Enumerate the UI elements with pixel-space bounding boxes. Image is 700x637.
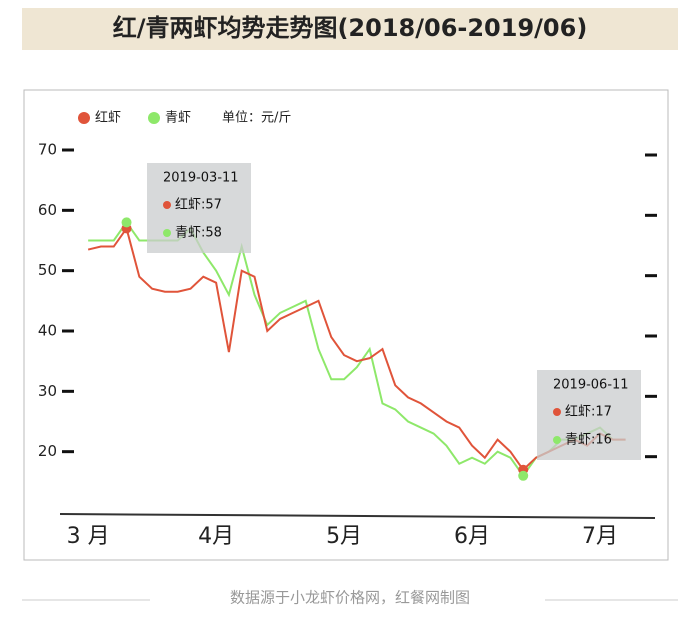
tooltip-marker	[163, 229, 171, 237]
unit-label: 单位：元/斤	[222, 111, 291, 126]
tooltip-date: 2019-06-11	[553, 378, 629, 393]
legend-label: 青虾	[165, 111, 191, 126]
y-tick-label: 20	[38, 442, 57, 460]
title-band	[22, 8, 678, 50]
tooltip-value: 红虾:17	[565, 404, 612, 420]
tooltip-value: 红虾:57	[175, 197, 222, 213]
x-axis	[59, 513, 656, 519]
highlight-point	[518, 470, 529, 481]
x-tick-label: 7月	[582, 524, 618, 549]
x-tick-label: 3 月	[67, 524, 110, 549]
legend-marker	[148, 112, 160, 124]
y-tick-label: 60	[38, 201, 57, 219]
tooltip-marker	[163, 201, 171, 209]
y-tick-label: 40	[38, 322, 57, 340]
highlight-point	[121, 217, 132, 228]
tooltip-value: 青虾:16	[565, 433, 612, 448]
chart-title: 红/青两虾均势走势图(2018/06-2019/06)	[113, 14, 588, 42]
x-tick-label: 4月	[198, 524, 234, 549]
chart-frame	[23, 89, 669, 561]
tooltip-marker	[553, 436, 561, 444]
series-line	[87, 226, 626, 472]
x-tick-label: 5月	[326, 524, 362, 549]
y-tick-label: 50	[38, 261, 57, 279]
tooltip-value: 青虾:58	[175, 226, 222, 241]
source: 数据源于小龙虾价格网，红餐网制图	[230, 589, 470, 607]
y-tick-label: 70	[38, 141, 57, 159]
tooltip-marker	[553, 408, 561, 416]
y-tick-label: 30	[38, 382, 57, 400]
legend-marker	[78, 112, 90, 124]
tooltip-box	[147, 163, 251, 253]
tooltip-box	[537, 370, 641, 460]
tooltip-date: 2019-03-11	[163, 171, 239, 186]
legend-label: 红虾	[95, 110, 121, 126]
x-tick-label: 6月	[454, 524, 490, 549]
